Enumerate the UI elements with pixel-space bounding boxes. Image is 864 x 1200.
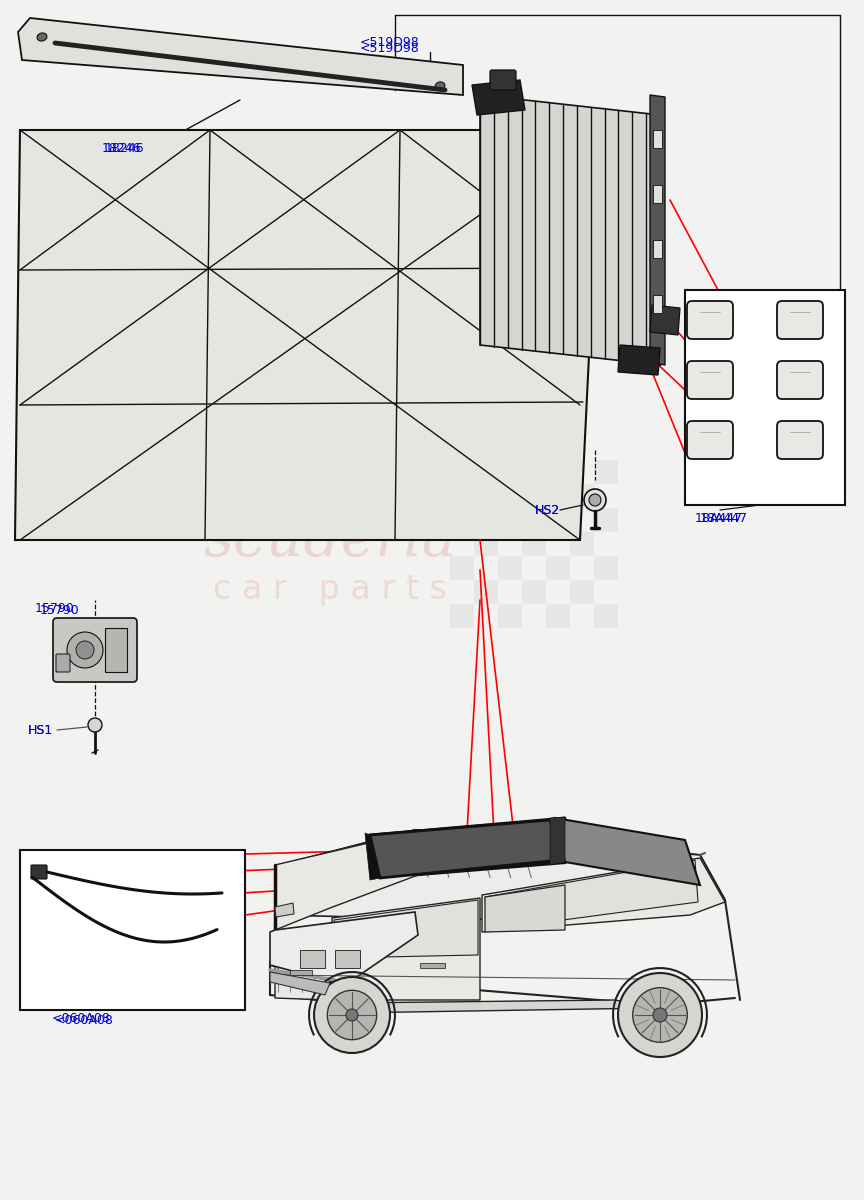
Circle shape xyxy=(67,632,103,668)
Text: 18A447: 18A447 xyxy=(695,511,743,524)
Bar xyxy=(653,295,662,313)
Polygon shape xyxy=(618,346,660,374)
Text: HS1: HS1 xyxy=(28,724,54,737)
Polygon shape xyxy=(485,860,698,930)
Text: 18A447: 18A447 xyxy=(700,511,748,524)
Polygon shape xyxy=(275,832,418,930)
Polygon shape xyxy=(472,80,525,115)
FancyBboxPatch shape xyxy=(490,70,516,90)
Bar xyxy=(546,460,570,484)
Bar xyxy=(653,130,662,148)
Polygon shape xyxy=(550,817,565,865)
Text: 18246: 18246 xyxy=(105,142,144,155)
Polygon shape xyxy=(370,820,560,878)
FancyBboxPatch shape xyxy=(777,361,823,398)
Bar xyxy=(653,240,662,258)
Bar xyxy=(522,484,546,508)
Bar xyxy=(498,604,522,628)
Bar xyxy=(450,556,474,580)
Text: c a r   p a r t s: c a r p a r t s xyxy=(213,574,447,606)
FancyBboxPatch shape xyxy=(777,301,823,338)
Circle shape xyxy=(632,988,687,1043)
Bar xyxy=(570,580,594,604)
Polygon shape xyxy=(278,926,325,974)
Polygon shape xyxy=(270,972,330,995)
Circle shape xyxy=(76,641,94,659)
Text: <519D98: <519D98 xyxy=(360,36,420,48)
Text: HS1: HS1 xyxy=(28,724,54,737)
Polygon shape xyxy=(300,950,325,968)
Text: 15790: 15790 xyxy=(40,604,79,617)
Polygon shape xyxy=(335,950,360,968)
Bar xyxy=(105,628,127,672)
FancyBboxPatch shape xyxy=(687,361,733,398)
Polygon shape xyxy=(275,925,330,1000)
Bar xyxy=(450,460,474,484)
Bar xyxy=(594,508,618,532)
Text: 18246: 18246 xyxy=(102,142,142,155)
Circle shape xyxy=(346,1009,358,1021)
Bar xyxy=(594,460,618,484)
Bar xyxy=(474,484,498,508)
Polygon shape xyxy=(480,95,660,365)
FancyBboxPatch shape xyxy=(53,618,137,682)
Polygon shape xyxy=(18,18,463,95)
Bar xyxy=(498,460,522,484)
Polygon shape xyxy=(345,1000,655,1013)
Bar xyxy=(450,604,474,628)
Bar xyxy=(546,508,570,532)
Text: 15790: 15790 xyxy=(35,601,75,614)
Text: scuderia: scuderia xyxy=(203,511,457,569)
Text: HS2: HS2 xyxy=(535,504,560,516)
Circle shape xyxy=(618,973,702,1057)
Bar xyxy=(594,556,618,580)
Bar xyxy=(420,962,445,968)
Bar xyxy=(570,532,594,556)
Ellipse shape xyxy=(37,32,47,41)
Polygon shape xyxy=(275,902,294,917)
Circle shape xyxy=(589,494,601,506)
Bar xyxy=(546,604,570,628)
Bar xyxy=(522,580,546,604)
Polygon shape xyxy=(280,830,725,920)
Ellipse shape xyxy=(435,82,445,90)
Polygon shape xyxy=(334,900,478,958)
Polygon shape xyxy=(270,912,418,985)
Text: <519D98: <519D98 xyxy=(360,42,420,54)
Bar xyxy=(570,484,594,508)
Bar xyxy=(450,508,474,532)
Bar xyxy=(474,532,498,556)
Circle shape xyxy=(327,990,377,1039)
Polygon shape xyxy=(482,858,725,932)
Bar xyxy=(474,580,498,604)
Bar xyxy=(522,532,546,556)
Polygon shape xyxy=(555,818,700,886)
Bar xyxy=(546,556,570,580)
Bar xyxy=(685,290,845,505)
Bar xyxy=(498,508,522,532)
FancyBboxPatch shape xyxy=(777,421,823,458)
Text: <060A08: <060A08 xyxy=(52,1012,111,1025)
Bar xyxy=(653,185,662,203)
Polygon shape xyxy=(650,305,680,335)
Circle shape xyxy=(653,1008,667,1022)
Circle shape xyxy=(88,718,102,732)
Polygon shape xyxy=(650,95,665,365)
FancyBboxPatch shape xyxy=(687,301,733,338)
Bar xyxy=(498,556,522,580)
Bar xyxy=(20,850,245,1010)
Circle shape xyxy=(584,490,606,511)
Circle shape xyxy=(314,977,390,1054)
FancyBboxPatch shape xyxy=(31,865,47,878)
Polygon shape xyxy=(485,886,565,932)
Polygon shape xyxy=(365,833,380,880)
FancyBboxPatch shape xyxy=(56,654,70,672)
Bar xyxy=(290,970,312,974)
Text: HS2: HS2 xyxy=(535,504,560,516)
FancyBboxPatch shape xyxy=(687,421,733,458)
Text: <060A08: <060A08 xyxy=(55,1014,114,1026)
Polygon shape xyxy=(332,898,480,1000)
Polygon shape xyxy=(15,130,600,540)
Bar xyxy=(594,604,618,628)
